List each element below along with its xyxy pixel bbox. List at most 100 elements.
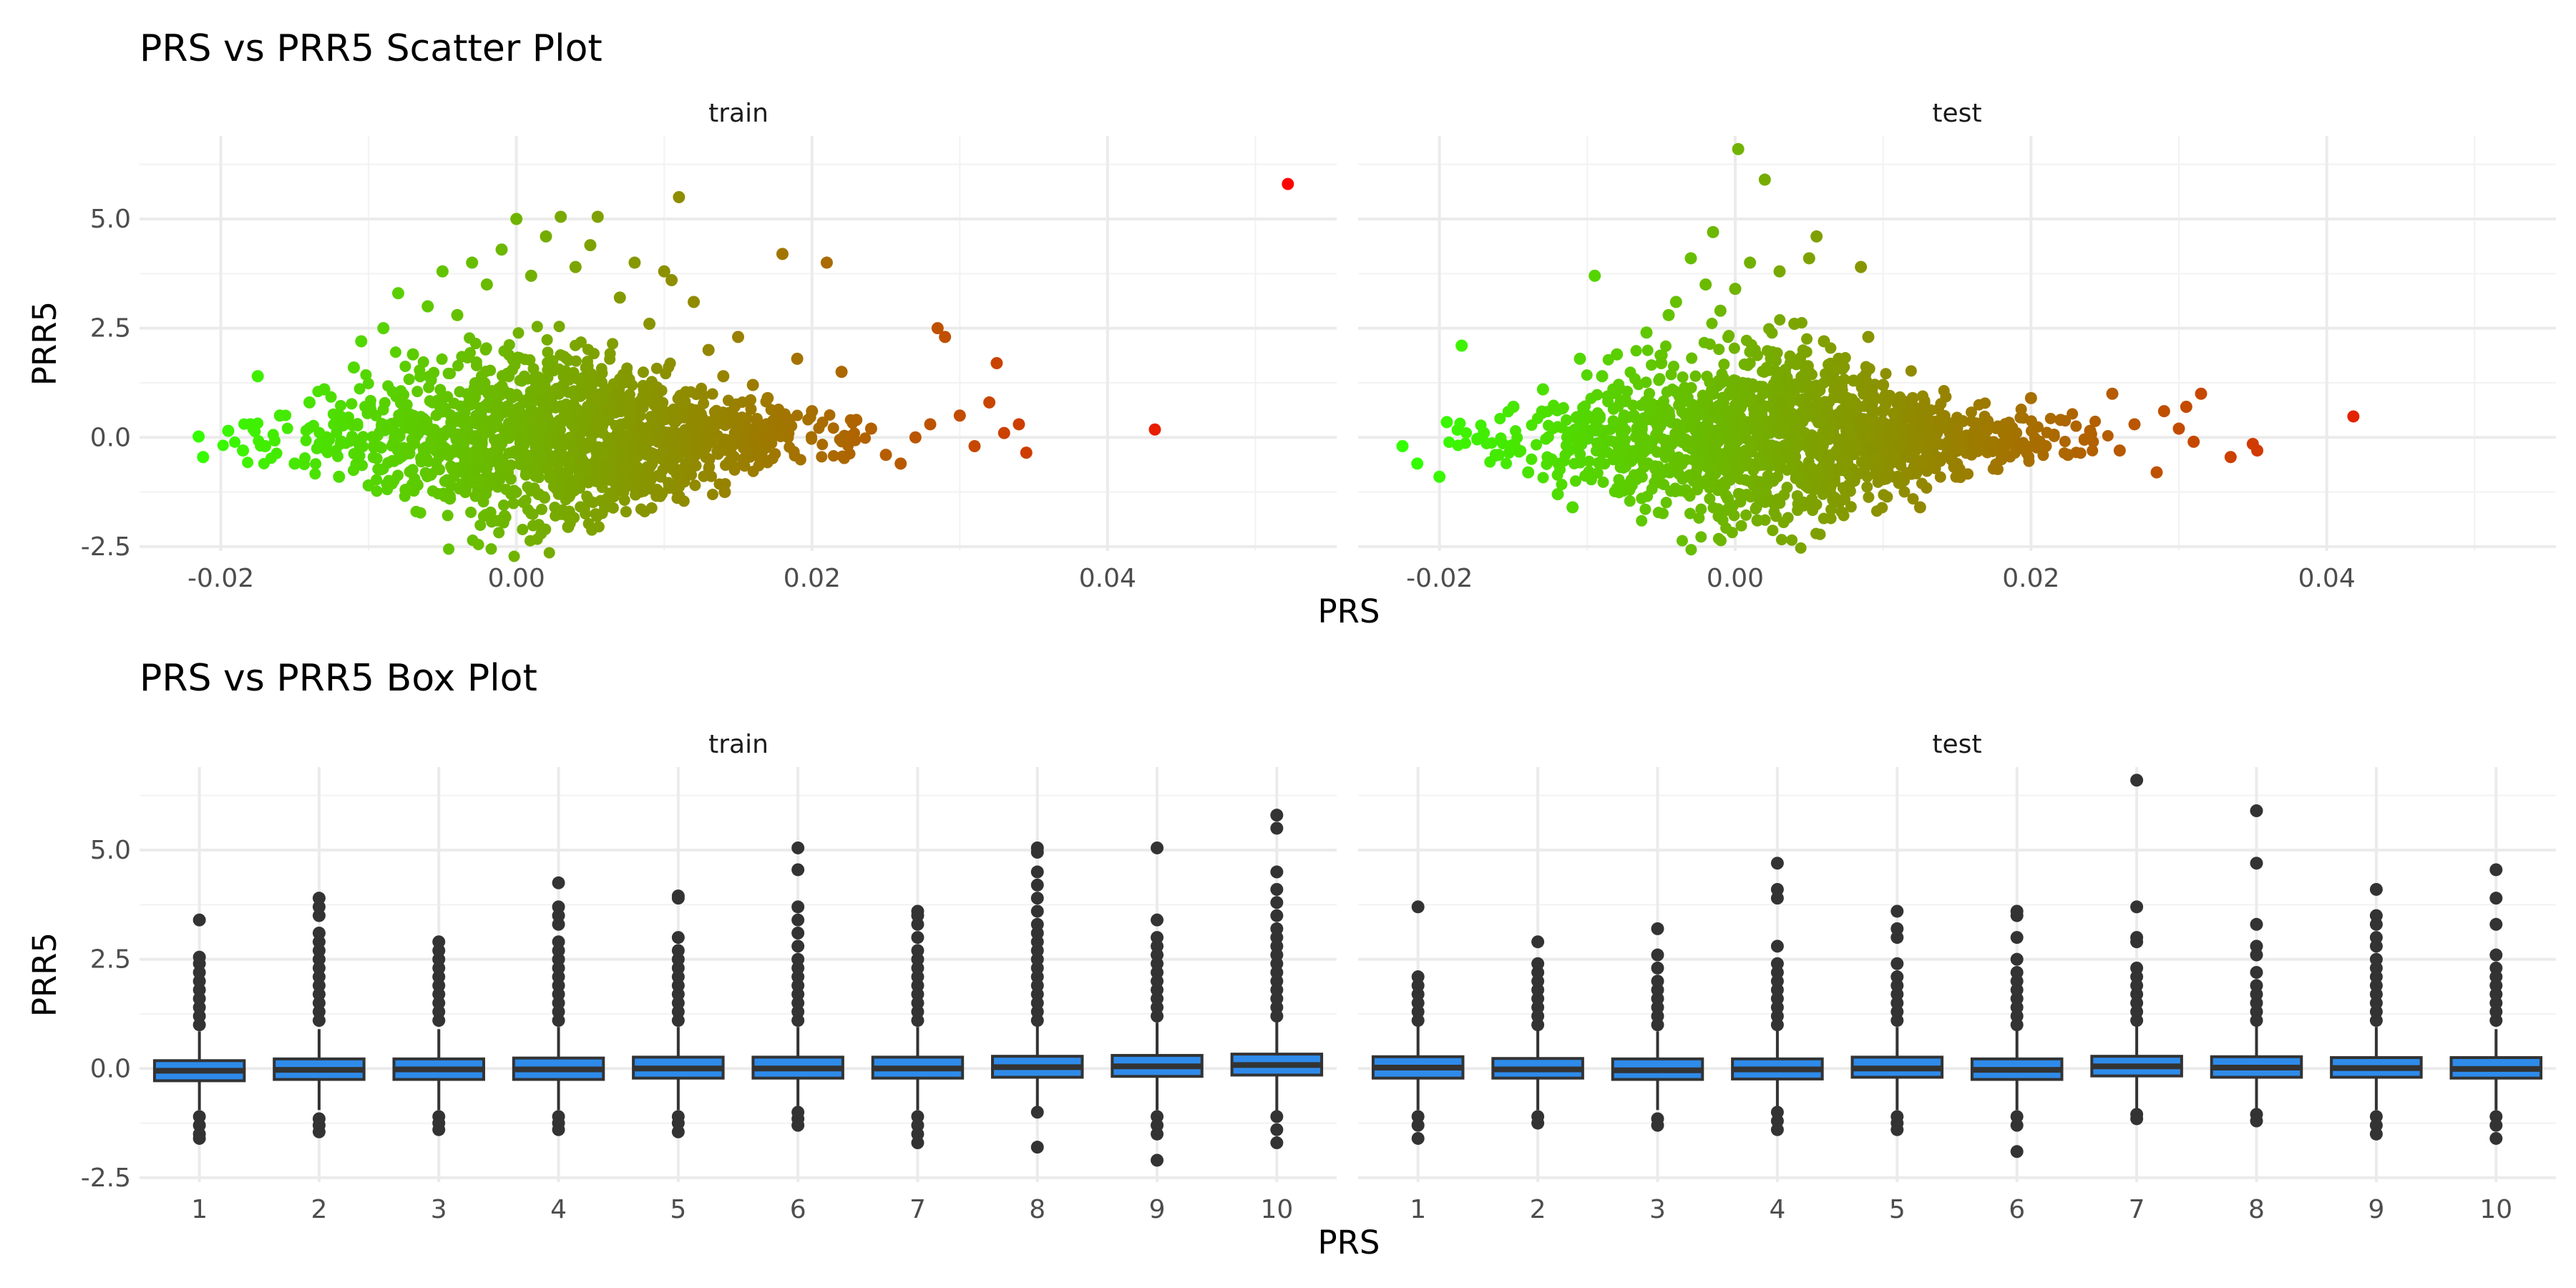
box-outlier <box>1651 961 1664 975</box>
box-outlier <box>1651 948 1664 962</box>
scatter-point <box>1936 418 1948 431</box>
scatter-point <box>1669 296 1682 308</box>
scatter-point <box>620 506 632 518</box>
scatter-point <box>546 451 558 463</box>
box-outlier <box>192 913 206 927</box>
scatter-point <box>531 321 543 333</box>
scatter-point <box>1706 462 1718 474</box>
scatter-point <box>1761 361 1773 374</box>
scatter-point <box>643 318 656 331</box>
scatter-point <box>434 384 447 396</box>
scatter-point <box>747 465 759 477</box>
scatter-point <box>1501 457 1513 469</box>
scatter-point <box>411 386 424 398</box>
scatter-point <box>1921 448 1933 460</box>
scatter-point <box>1884 389 1896 401</box>
scatter-point <box>1829 492 1841 504</box>
scatter-point <box>728 426 741 439</box>
scatter-point <box>1781 464 1793 476</box>
scatter-point <box>192 430 205 443</box>
scatter-point <box>1478 426 1491 439</box>
box-panel-train: 1 2 3 4 5 6 7 8 9 10 -2.5 0.0 2.5 5.0 <box>81 767 1337 1224</box>
scatter-point <box>582 360 594 372</box>
scatter-point <box>1686 352 1698 364</box>
scatter-point <box>1451 424 1463 436</box>
scatter-point <box>1830 362 1843 374</box>
scatter-point <box>1707 437 1719 449</box>
scatter-point <box>1837 482 1849 494</box>
scatter-point <box>1707 401 1719 414</box>
scatter-point <box>1561 414 1573 426</box>
box-outlier <box>2489 948 2503 962</box>
scatter-point <box>550 509 562 522</box>
scatter-point <box>477 510 489 522</box>
scatter-point <box>466 256 479 269</box>
scatter-point <box>423 370 435 382</box>
scatter-point-cloud <box>217 321 872 562</box>
scatter-point <box>1795 351 1807 364</box>
scatter-point <box>1515 445 1527 457</box>
scatter-point <box>462 351 474 364</box>
scatter-facet-label-test: test <box>1932 99 1981 128</box>
scatter-point <box>357 431 369 443</box>
scatter-point <box>643 425 655 437</box>
scatter-point <box>1536 383 1549 396</box>
scatter-point <box>835 366 848 379</box>
x-tick-label: 9 <box>2368 1195 2384 1224</box>
scatter-point <box>510 213 523 225</box>
scatter-point <box>678 475 690 487</box>
scatter-point <box>472 538 484 550</box>
box-outlier <box>1270 809 1284 822</box>
box-outlier <box>1151 913 1164 927</box>
scatter-point <box>1898 486 1911 498</box>
scatter-point <box>990 356 1003 369</box>
scatter-point <box>1712 532 1724 545</box>
scatter-point <box>1780 446 1792 458</box>
x-tick-label: 10 <box>2479 1195 2512 1224</box>
scatter-point <box>634 420 646 432</box>
scatter-point <box>1578 414 1590 426</box>
scatter-point <box>1820 404 1832 416</box>
scatter-point <box>1812 386 1824 398</box>
box-outlier <box>1411 1118 1425 1132</box>
box-9 <box>1111 841 1204 1167</box>
scatter-point <box>650 362 663 374</box>
box-outlier <box>552 876 565 889</box>
scatter-point <box>309 468 321 480</box>
box-outlier <box>1770 940 1784 953</box>
scatter-point <box>1707 225 1719 238</box>
scatter-point <box>530 470 542 482</box>
box-outlier <box>911 944 924 957</box>
scatter-point <box>474 519 487 531</box>
box-outlier <box>2489 961 2503 975</box>
scatter-point <box>628 256 641 269</box>
box-outlier <box>1030 1141 1044 1154</box>
scatter-point <box>758 431 771 444</box>
scatter-point <box>728 464 741 476</box>
box-outlier <box>2250 917 2263 931</box>
scatter-point <box>1800 411 1813 423</box>
scatter-point <box>445 479 457 492</box>
box-outlier <box>2489 1131 2503 1145</box>
scatter-point <box>383 474 395 487</box>
scatter-point <box>389 431 401 444</box>
x-tick-label: -0.02 <box>1406 564 1473 593</box>
scatter-point <box>806 433 818 445</box>
box-outlier <box>312 927 326 940</box>
scatter-point <box>518 394 530 406</box>
scatter-point <box>1692 477 1704 489</box>
scatter-point <box>1560 439 1572 452</box>
scatter-facet-label-train: train <box>708 99 769 128</box>
scatter-point <box>1602 353 1614 366</box>
y-tick-label: -2.5 <box>81 1163 131 1193</box>
scatter-point <box>1542 431 1554 443</box>
scatter-point <box>879 449 892 462</box>
box-outlier <box>1151 1153 1164 1167</box>
box-outlier <box>2010 904 2024 918</box>
scatter-point <box>1865 401 1878 414</box>
scatter-point <box>2070 420 2082 432</box>
scatter-point <box>1704 493 1716 505</box>
scatter-point <box>732 331 744 343</box>
scatter-point <box>761 457 774 469</box>
scatter-point <box>2084 424 2097 437</box>
